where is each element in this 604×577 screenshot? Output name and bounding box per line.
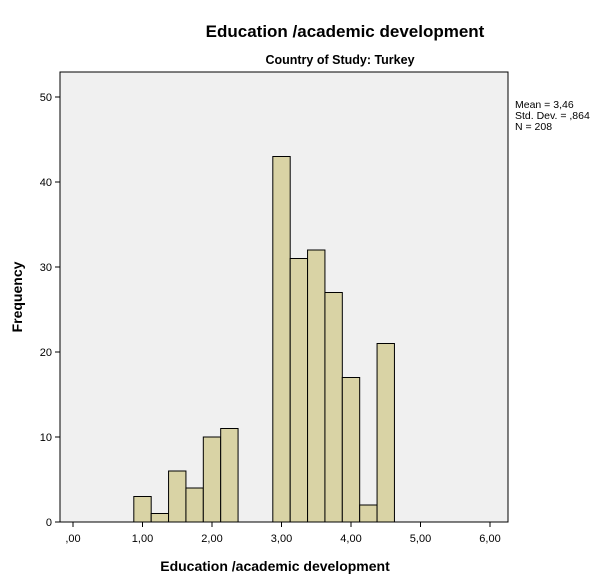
histogram-bar xyxy=(376,343,395,523)
x-tick-label: ,00 xyxy=(65,533,80,545)
chart-title: Education /academic development xyxy=(206,22,485,41)
chart-subtitle: Country of Study: Turkey xyxy=(265,53,414,67)
y-axis-ticks: 0 10 20 30 40 50 xyxy=(40,92,60,529)
histogram-bar xyxy=(202,436,222,523)
statistics-box: Mean = 3,46 Std. Dev. = ,864 N = 208 xyxy=(515,99,590,133)
histogram-bar xyxy=(324,292,343,523)
y-tick-label: 40 xyxy=(40,177,52,189)
histogram-bar xyxy=(289,258,309,523)
x-tick-label: 3,00 xyxy=(271,533,292,545)
histogram-bar xyxy=(150,513,170,523)
y-tick-label: 0 xyxy=(46,517,52,529)
x-tick-label: 4,00 xyxy=(340,533,361,545)
histogram-bar xyxy=(133,496,152,523)
y-tick-label: 30 xyxy=(40,262,52,274)
histogram-bar xyxy=(341,377,361,523)
stat-mean: Mean = 3,46 xyxy=(515,99,574,111)
histogram-bar xyxy=(359,504,378,523)
y-axis-label: Frequency xyxy=(9,261,25,332)
x-axis-label: Education /academic development xyxy=(160,558,390,574)
x-tick-label: 6,00 xyxy=(479,533,500,545)
histogram-bar xyxy=(168,470,187,523)
x-tick-label: 5,00 xyxy=(410,533,431,545)
histogram-bar xyxy=(272,156,291,523)
histogram-bar xyxy=(220,428,239,523)
y-tick-label: 20 xyxy=(40,347,52,359)
x-tick-label: 2,00 xyxy=(201,533,222,545)
y-tick-label: 50 xyxy=(40,92,52,104)
y-tick-label: 10 xyxy=(40,432,52,444)
histogram-bars xyxy=(133,156,395,523)
stat-std-dev: Std. Dev. = ,864 xyxy=(515,110,590,122)
x-axis-ticks: ,00 1,00 2,00 3,00 4,00 5,00 6,00 xyxy=(65,522,501,545)
histogram-bar xyxy=(307,249,326,523)
stat-n: N = 208 xyxy=(515,121,552,133)
histogram-bar xyxy=(185,487,204,523)
x-tick-label: 1,00 xyxy=(132,533,153,545)
